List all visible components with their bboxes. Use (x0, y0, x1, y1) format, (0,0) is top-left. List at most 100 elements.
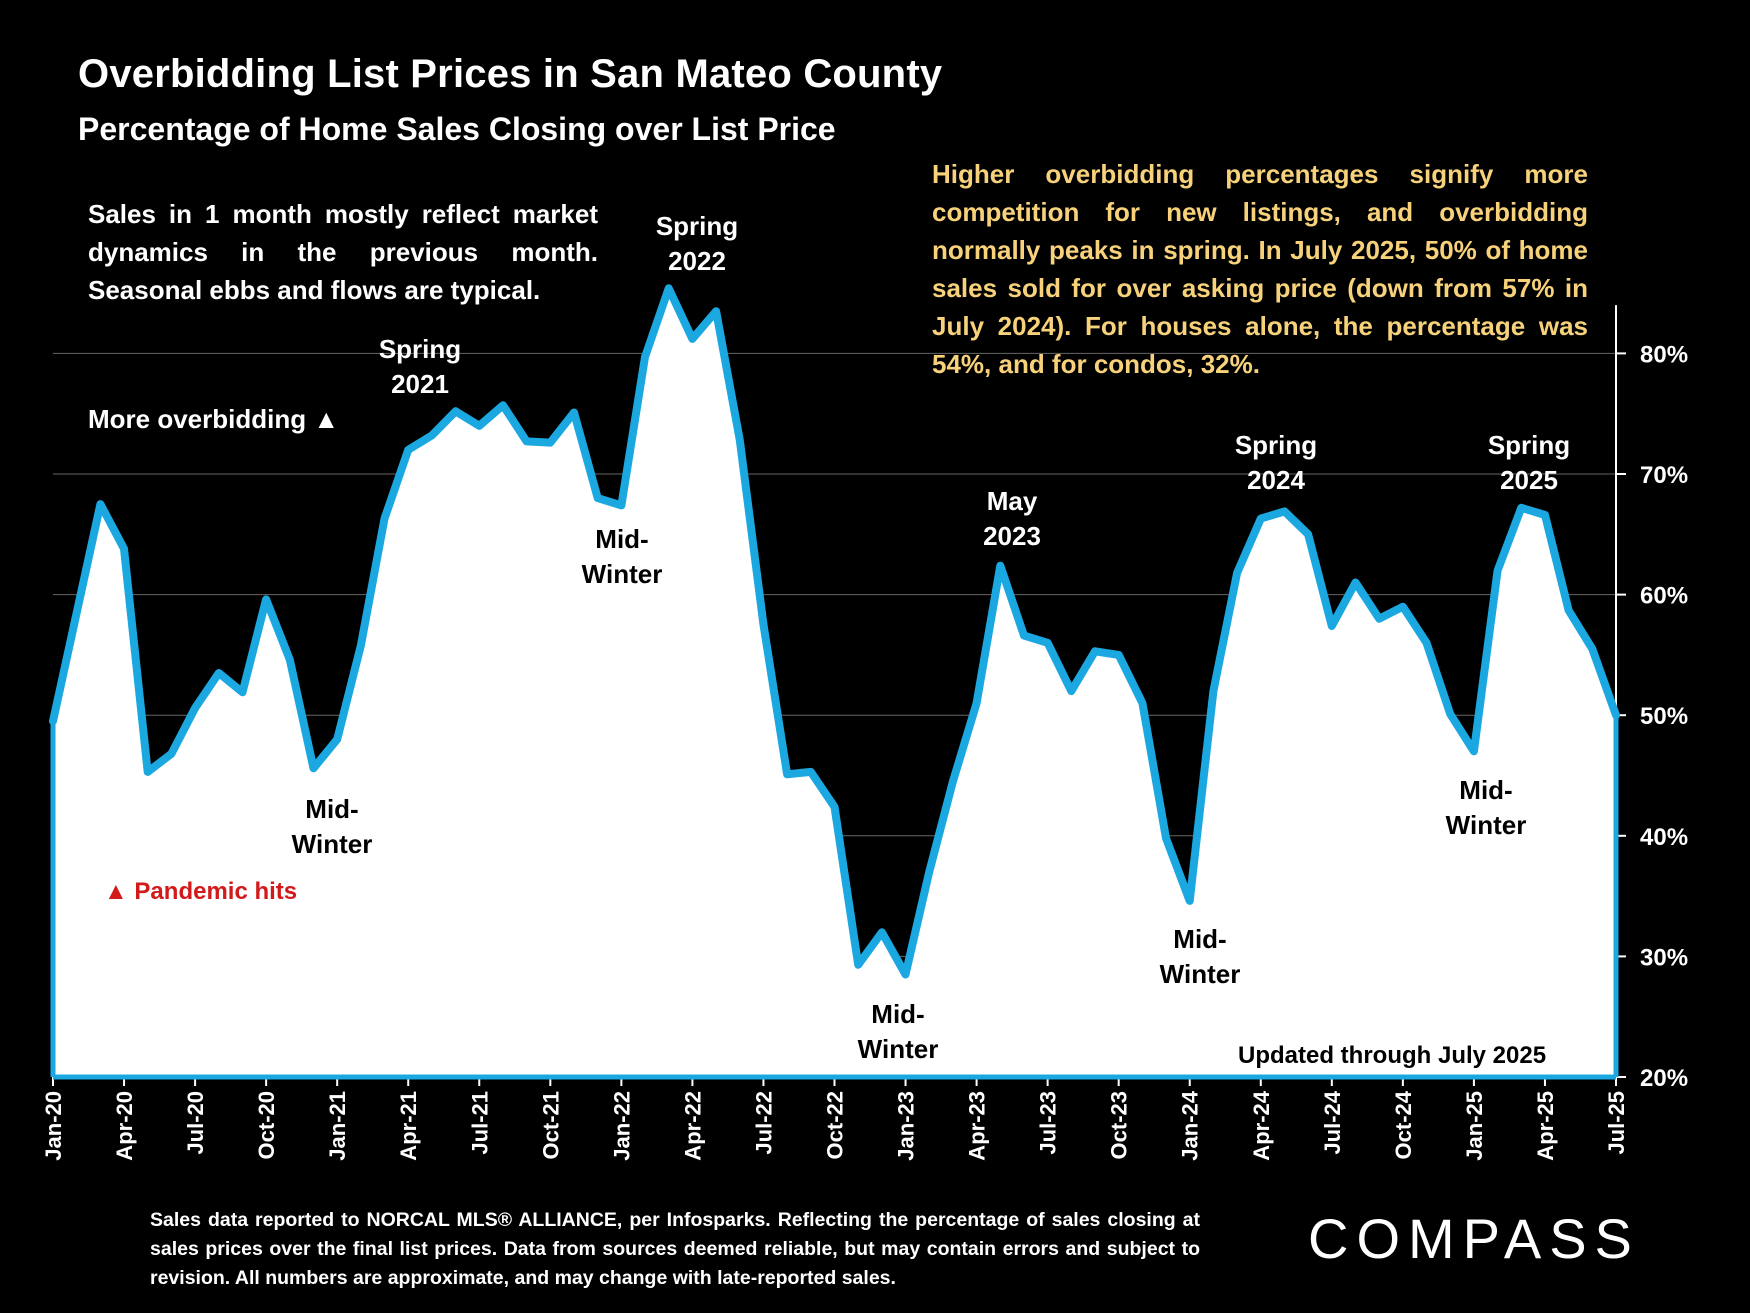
data-point (334, 736, 340, 742)
y-tick-label: 70% (1640, 462, 1688, 489)
data-point (926, 869, 932, 875)
data-point (1589, 646, 1595, 652)
data-point (1471, 748, 1477, 754)
x-tick-label: Jan-20 (41, 1091, 66, 1161)
x-tick-label: Apr-21 (396, 1091, 421, 1161)
data-point (1329, 623, 1335, 629)
x-tick-label: Jul-22 (751, 1091, 776, 1155)
data-point (311, 765, 317, 771)
x-tick-label: Oct-24 (1391, 1090, 1416, 1159)
data-point (1258, 516, 1264, 522)
y-tick-label: 60% (1640, 583, 1688, 610)
data-point (1116, 652, 1122, 658)
data-point (571, 409, 577, 415)
data-point (1400, 604, 1406, 610)
data-point (1045, 640, 1051, 646)
data-point (1518, 505, 1524, 511)
area-fill (53, 288, 1616, 1077)
data-point (1305, 531, 1311, 537)
y-axis: 20% 30% 40% 50% 60% 70% 80% (1615, 305, 1688, 1092)
x-tick-label: Jan-24 (1178, 1090, 1203, 1160)
y-tick-label: 80% (1640, 341, 1688, 368)
y-tick-label: 50% (1640, 703, 1688, 730)
data-point (689, 336, 695, 342)
x-tick-label: Jul-25 (1604, 1091, 1629, 1155)
note-left: Sales in 1 month mostly reflect market d… (88, 199, 598, 305)
x-tick-label: Jan-23 (894, 1091, 919, 1161)
data-point (1068, 688, 1074, 694)
x-tick-label: Apr-24 (1249, 1090, 1274, 1160)
data-point (808, 769, 814, 775)
data-point (666, 285, 672, 291)
data-point (1495, 567, 1501, 573)
x-tick-label: Jan-22 (609, 1091, 634, 1161)
data-point (287, 657, 293, 663)
data-point (145, 769, 151, 775)
data-point (855, 962, 861, 968)
y-tick-label: 40% (1640, 824, 1688, 851)
compass-logo: COMPASS (1308, 1207, 1640, 1270)
data-point (358, 642, 364, 648)
x-tick-label: Apr-20 (112, 1091, 137, 1161)
data-point (595, 495, 601, 501)
data-point (382, 516, 388, 522)
data-point (476, 423, 482, 429)
data-point (1187, 898, 1193, 904)
data-point (121, 546, 127, 552)
x-tick-label: Oct-20 (254, 1091, 279, 1159)
data-point (950, 779, 956, 785)
data-point (618, 502, 624, 508)
y-tick-label: 30% (1640, 944, 1688, 971)
chart-subtitle: Percentage of Home Sales Closing over Li… (78, 111, 836, 147)
chart-title: Overbidding List Prices in San Mateo Cou… (78, 52, 943, 96)
data-point (784, 771, 790, 777)
x-tick-label: Jul-24 (1320, 1090, 1345, 1154)
x-tick-label: Oct-22 (823, 1091, 848, 1159)
x-tick-label: Oct-23 (1107, 1091, 1132, 1159)
annotation-spring-2021: Spring 2021 (378, 334, 462, 399)
data-point (1234, 570, 1240, 576)
x-tick-label: Apr-25 (1533, 1091, 1558, 1161)
annotation-midwinter-2021: Mid- Winter (291, 794, 373, 859)
x-axis: Jan-20 Apr-20 Jul-20 Oct-20 Jan-21 Apr-21 Jul-… (41, 1077, 1629, 1161)
data-point (97, 501, 103, 507)
data-point (192, 705, 198, 711)
data-point (713, 308, 719, 314)
updated-label: Updated through July 2025 (1238, 1042, 1547, 1069)
data-point (524, 438, 530, 444)
data-point (642, 354, 648, 360)
annotation-midwinter-2024: Mid- Winter (1159, 924, 1241, 989)
note-right: Higher overbidding percentages signify m… (932, 159, 1588, 379)
x-tick-label: Apr-23 (965, 1091, 990, 1161)
x-tick-label: Jan-25 (1462, 1091, 1487, 1161)
data-point (1281, 508, 1287, 514)
pandemic-label: ▲ Pandemic hits (104, 878, 298, 905)
x-tick-label: Jul-20 (183, 1091, 208, 1155)
x-tick-label: Jul-23 (1036, 1091, 1061, 1155)
data-point (168, 751, 174, 757)
data-point (832, 804, 838, 810)
data-point (405, 447, 411, 453)
annotation-may-2023: May 2023 (983, 486, 1041, 551)
annotation-spring-2025: Spring 2025 (1487, 430, 1571, 495)
footnote: Sales data reported to NORCAL MLS® ALLIA… (150, 1209, 1200, 1289)
data-point (1566, 607, 1572, 613)
data-point (263, 596, 269, 602)
data-point (1210, 688, 1216, 694)
annotation-spring-2024: Spring 2024 (1234, 430, 1318, 495)
data-point (1424, 640, 1430, 646)
data-point (903, 971, 909, 977)
data-point (879, 929, 885, 935)
more-overbidding-label: More overbidding ▲ (88, 404, 340, 434)
x-tick-label: Jul-21 (467, 1091, 492, 1155)
data-point (547, 440, 553, 446)
data-point (737, 437, 743, 443)
data-point (1353, 580, 1359, 586)
data-point (216, 670, 222, 676)
series-line (49, 284, 1620, 979)
data-point (74, 610, 80, 616)
data-point (1163, 835, 1169, 841)
annotation-midwinter-2022: Mid- Winter (581, 524, 663, 589)
data-point (453, 408, 459, 414)
